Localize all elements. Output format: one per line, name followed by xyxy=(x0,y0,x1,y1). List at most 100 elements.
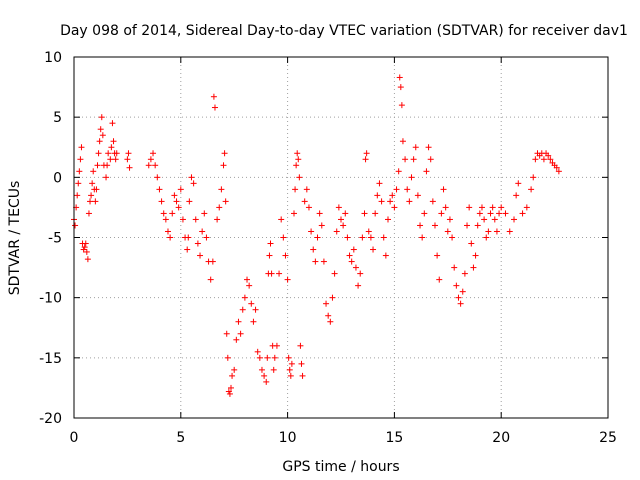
data-point xyxy=(280,234,287,241)
data-point xyxy=(105,150,112,157)
data-point xyxy=(72,222,79,229)
data-point xyxy=(528,186,535,193)
data-point xyxy=(239,306,246,313)
data-point xyxy=(216,204,223,211)
data-point xyxy=(393,186,400,193)
data-point xyxy=(160,210,167,217)
data-point xyxy=(185,234,192,241)
grid-lines xyxy=(74,57,608,418)
data-point xyxy=(387,198,394,205)
data-point xyxy=(278,216,285,223)
data-point xyxy=(395,168,402,175)
data-point xyxy=(327,318,334,325)
data-point xyxy=(227,384,234,391)
data-point xyxy=(237,330,244,337)
data-point xyxy=(152,162,159,169)
data-point xyxy=(483,234,490,241)
data-point xyxy=(194,240,201,247)
data-point xyxy=(487,210,494,217)
data-point xyxy=(197,252,204,259)
data-point xyxy=(314,234,321,241)
data-point xyxy=(173,198,180,205)
data-point xyxy=(440,186,447,193)
data-point xyxy=(329,294,336,301)
data-point xyxy=(423,168,430,175)
data-point xyxy=(348,258,355,265)
data-point xyxy=(396,74,403,81)
data-point xyxy=(438,210,445,217)
data-point xyxy=(545,152,552,159)
data-point xyxy=(464,222,471,229)
data-point xyxy=(220,162,227,169)
data-point xyxy=(264,354,271,361)
data-point xyxy=(323,300,330,307)
data-point xyxy=(90,168,97,175)
data-point xyxy=(459,288,466,295)
data-point xyxy=(231,366,238,373)
data-point xyxy=(294,150,301,157)
data-point xyxy=(421,210,428,217)
data-point xyxy=(359,234,366,241)
data-point xyxy=(113,150,120,157)
data-point xyxy=(273,342,280,349)
data-point xyxy=(555,168,562,175)
data-point xyxy=(519,210,526,217)
data-point xyxy=(350,246,357,253)
data-point xyxy=(434,252,441,259)
data-point xyxy=(489,204,496,211)
data-point xyxy=(335,204,342,211)
data-point xyxy=(156,186,163,193)
data-point xyxy=(267,240,274,247)
data-point xyxy=(431,222,438,229)
data-point xyxy=(287,372,294,379)
data-point xyxy=(222,198,229,205)
data-point xyxy=(367,234,374,241)
chart-title: Day 098 of 2014, Sidereal Day-to-day VTE… xyxy=(60,23,628,39)
data-point xyxy=(95,150,102,157)
data-point xyxy=(553,164,560,171)
data-point xyxy=(453,282,460,289)
data-point xyxy=(268,270,275,277)
data-point xyxy=(295,156,302,163)
data-point xyxy=(190,180,197,187)
axis-ticks: 0 5 10 15 20 25 -20 -15 -10 -5 0 5 10 xyxy=(39,50,617,446)
x-axis-label: GPS time / hours xyxy=(282,459,399,475)
data-point xyxy=(184,246,191,253)
data-point xyxy=(376,180,383,187)
data-point xyxy=(338,216,344,223)
data-point xyxy=(540,156,547,163)
data-point xyxy=(82,240,89,247)
data-point xyxy=(362,156,369,163)
data-point xyxy=(226,390,233,397)
data-point xyxy=(78,144,85,151)
data-point xyxy=(75,180,82,187)
data-point xyxy=(374,192,381,199)
data-point xyxy=(126,164,133,171)
data-point xyxy=(316,210,323,217)
data-point xyxy=(357,270,364,277)
data-point xyxy=(515,180,522,187)
y-tick-label: -10 xyxy=(39,291,62,307)
data-point xyxy=(427,156,434,163)
data-point xyxy=(355,282,362,289)
data-point xyxy=(384,216,391,223)
data-point xyxy=(270,366,277,373)
data-point xyxy=(406,198,413,205)
data-point xyxy=(410,156,417,163)
data-point xyxy=(209,258,216,265)
x-tick-label: 25 xyxy=(599,430,617,446)
data-point xyxy=(285,354,292,361)
data-point xyxy=(177,186,184,193)
x-tick-label: 20 xyxy=(492,430,510,446)
data-point xyxy=(107,156,114,163)
data-point xyxy=(108,144,115,151)
data-point xyxy=(320,258,327,265)
data-point xyxy=(498,204,505,211)
data-point xyxy=(214,216,221,223)
data-point xyxy=(481,216,488,223)
data-point xyxy=(305,204,312,211)
data-point xyxy=(457,300,464,307)
data-point xyxy=(162,216,169,223)
data-point xyxy=(271,354,278,361)
